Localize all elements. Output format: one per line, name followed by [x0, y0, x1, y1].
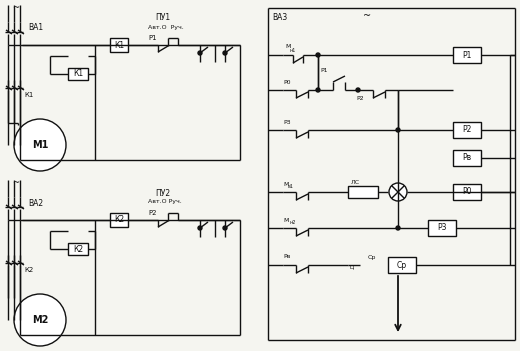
- Text: К1: К1: [114, 40, 124, 49]
- Bar: [348, 186, 378, 198]
- Circle shape: [223, 226, 227, 230]
- Circle shape: [198, 51, 202, 55]
- Circle shape: [389, 183, 407, 201]
- Text: М: М: [283, 218, 289, 223]
- Bar: [68, 68, 88, 80]
- Text: ВА3: ВА3: [272, 13, 287, 22]
- Circle shape: [396, 226, 400, 230]
- Text: Ср: Ср: [368, 254, 376, 259]
- Text: М2: М2: [32, 315, 48, 325]
- Text: Рв: Рв: [462, 153, 472, 163]
- Circle shape: [18, 298, 62, 342]
- Circle shape: [18, 123, 62, 167]
- Text: Р1: Р1: [320, 67, 328, 73]
- Text: Р1: Р1: [148, 35, 157, 41]
- Text: Р3: Р3: [437, 224, 447, 232]
- Text: н2: н2: [290, 220, 296, 225]
- Text: Р1: Р1: [462, 51, 472, 60]
- Text: Авт.О Руч.: Авт.О Руч.: [148, 199, 182, 205]
- Text: ПУ2: ПУ2: [155, 188, 170, 198]
- Text: Р2: Р2: [462, 126, 472, 134]
- Text: Р0: Р0: [462, 187, 472, 197]
- Text: ~: ~: [12, 179, 19, 187]
- Text: Ц: Ц: [350, 265, 354, 270]
- Text: ~: ~: [363, 11, 371, 21]
- Text: М: М: [285, 45, 290, 49]
- Text: ПУ1: ПУ1: [155, 13, 170, 22]
- Bar: [110, 38, 128, 52]
- Bar: [110, 213, 128, 227]
- Circle shape: [396, 128, 400, 132]
- Bar: [428, 220, 456, 236]
- Text: Р3: Р3: [283, 119, 291, 125]
- Text: К2: К2: [73, 245, 83, 253]
- Circle shape: [223, 51, 227, 55]
- Text: в1: в1: [288, 185, 294, 190]
- Text: ВА2: ВА2: [28, 199, 43, 207]
- Text: н1: н1: [290, 47, 296, 53]
- Bar: [68, 243, 88, 255]
- Circle shape: [316, 88, 320, 92]
- Text: ~: ~: [12, 4, 19, 13]
- Text: Р2: Р2: [356, 95, 363, 100]
- Text: К1: К1: [24, 92, 33, 98]
- Bar: [453, 47, 481, 63]
- Circle shape: [198, 226, 202, 230]
- Text: ЛС: ЛС: [351, 179, 360, 185]
- Text: Рв: Рв: [283, 254, 290, 259]
- Text: М1: М1: [32, 140, 48, 150]
- Text: К1: К1: [73, 69, 83, 79]
- Circle shape: [14, 119, 66, 171]
- Text: К2: К2: [24, 267, 33, 273]
- Bar: [453, 150, 481, 166]
- Text: М: М: [283, 181, 289, 186]
- Text: Р0: Р0: [283, 79, 291, 85]
- Text: ВА1: ВА1: [28, 24, 43, 33]
- Bar: [453, 122, 481, 138]
- Circle shape: [14, 294, 66, 346]
- Circle shape: [316, 53, 320, 57]
- Text: Ср: Ср: [397, 260, 407, 270]
- Bar: [388, 257, 416, 273]
- Circle shape: [356, 88, 360, 92]
- Bar: [453, 184, 481, 200]
- Text: К2: К2: [114, 216, 124, 225]
- Text: Р2: Р2: [148, 210, 157, 216]
- Text: Авт.О  Руч.: Авт.О Руч.: [148, 25, 184, 29]
